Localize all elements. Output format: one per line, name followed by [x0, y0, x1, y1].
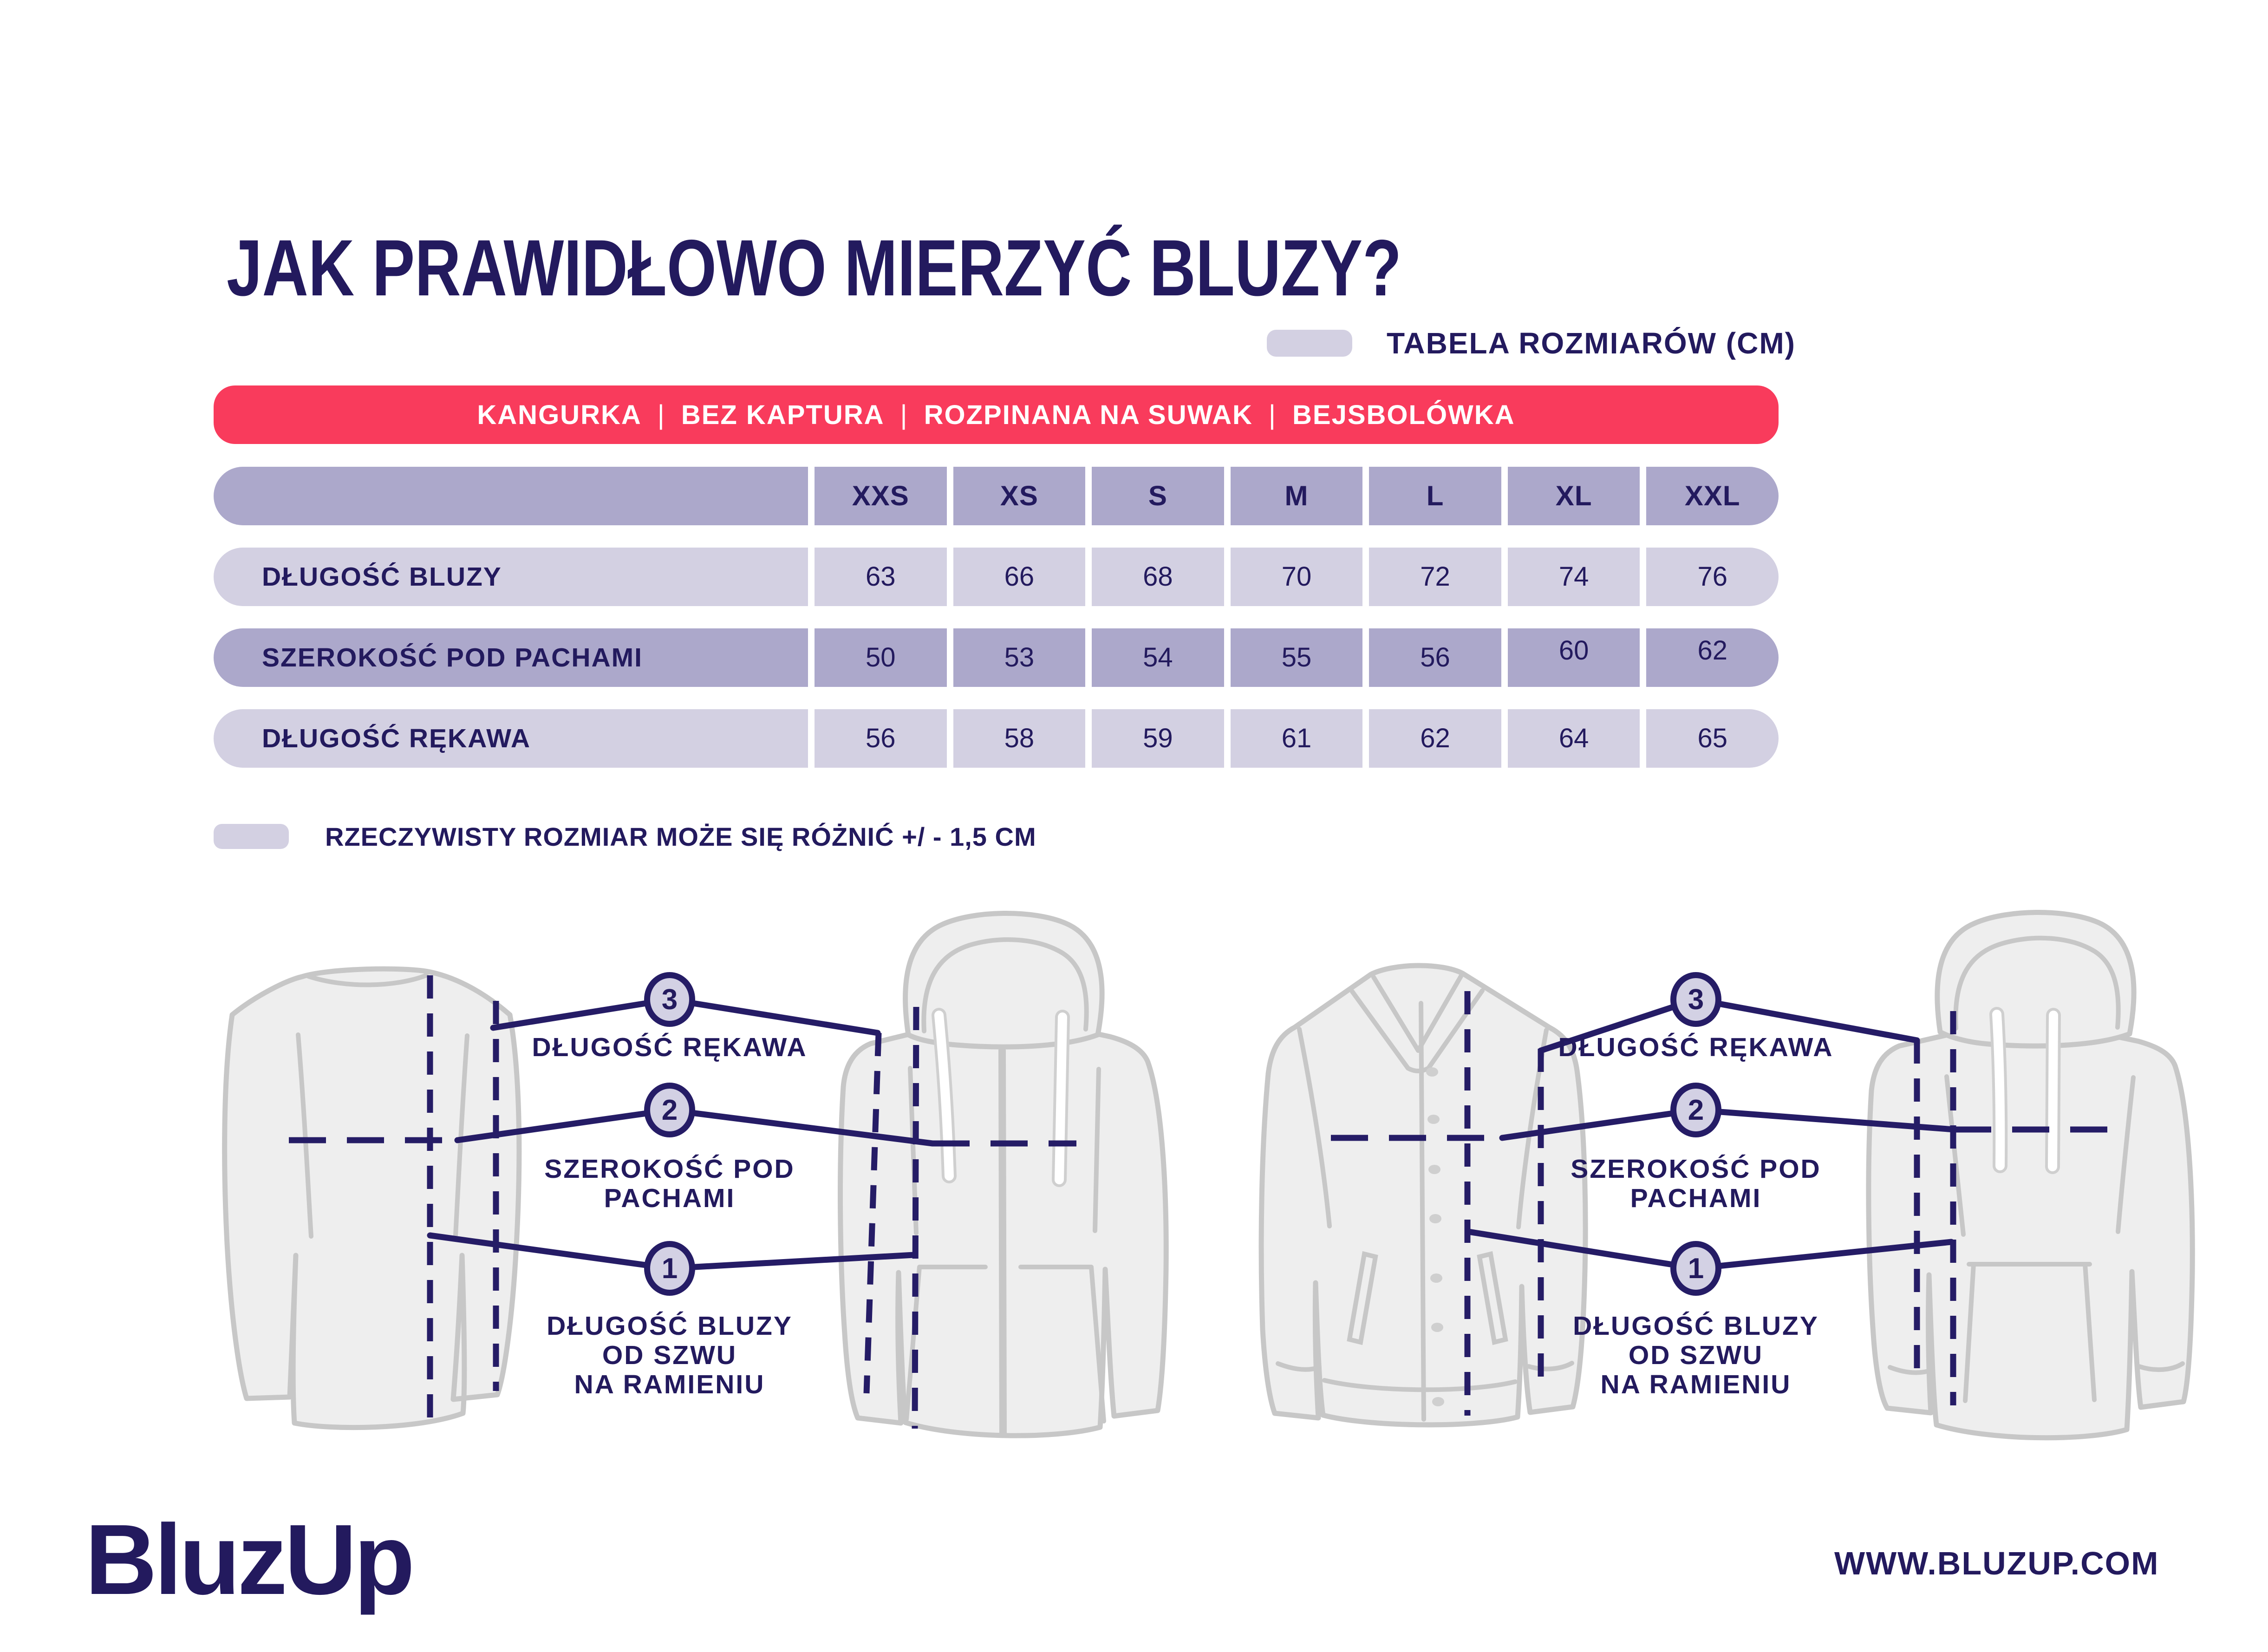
value-cell: 56	[815, 709, 947, 768]
callout-circle-3: 3	[644, 972, 695, 1027]
callout-circle-1: 1	[1670, 1241, 1721, 1296]
value-cell: 72	[1369, 548, 1501, 606]
header-cell: XS	[953, 467, 1086, 525]
header-cell: M	[1230, 467, 1363, 525]
banner-separator: |	[657, 399, 665, 430]
table-row: SZEROKOŚĆ POD PACHAMI 50 53 54 55 56 60 …	[214, 628, 1779, 687]
callout-circle-3: 3	[1670, 972, 1721, 1027]
baseball-jacket-icon	[1258, 963, 1588, 1428]
callout-label-width: SZEROKOŚĆ POD PACHAMI	[544, 1154, 795, 1213]
page-title: JAK PRAWIDŁOWO MIERZYĆ BLUZY?	[227, 223, 1402, 313]
table-header-row: XXS XS S M L XL XXL	[214, 467, 1779, 525]
value-cell: 64	[1507, 709, 1640, 768]
callout-label-sleeve: DŁUGOŚĆ RĘKAWA	[532, 1032, 808, 1062]
header-cell: L	[1369, 467, 1501, 525]
banner-item: BEJSBOLÓWKA	[1292, 399, 1515, 430]
value-cell: 66	[953, 548, 1086, 606]
table-heading: TABELA ROZMIARÓW (CM)	[1267, 326, 1796, 360]
value-cell: 62	[1369, 709, 1501, 768]
banner-separator: |	[1268, 399, 1277, 430]
diagram-left	[222, 910, 1169, 1438]
row-label: DŁUGOŚĆ BLUZY	[214, 548, 808, 606]
value-cell: 50	[815, 628, 947, 687]
value-cell: 70	[1230, 548, 1363, 606]
diagram-right	[1258, 909, 2195, 1441]
value-cell: 59	[1092, 709, 1224, 768]
value-cell: 63	[815, 548, 947, 606]
value-cell: 74	[1507, 548, 1640, 606]
callout-label-sleeve: DŁUGOŚĆ RĘKAWA	[1558, 1032, 1834, 1062]
value-cell: 61	[1230, 709, 1363, 768]
callout-circle-2: 2	[644, 1083, 695, 1137]
value-cell: 56	[1369, 628, 1501, 687]
banner-separator: |	[900, 399, 908, 430]
value-cell: 60	[1507, 628, 1640, 687]
sweatshirt-back-icon	[222, 966, 522, 1430]
value-cell: 53	[953, 628, 1086, 687]
brand-logo: BluzUp	[85, 1503, 415, 1615]
callout-label-length: DŁUGOŚĆ BLUZY OD SZWU NA RAMIENIU	[547, 1311, 793, 1399]
tolerance-note-text: RZECZYWISTY ROZMIAR MOŻE SIĘ RÓŻNIĆ +/ -…	[325, 822, 1036, 851]
header-cell: XXS	[815, 467, 947, 525]
header-empty-cell	[214, 467, 808, 525]
measurement-lines	[1331, 991, 2113, 1416]
decor-pill-icon	[214, 824, 289, 849]
banner-item: ROZPINANA NA SUWAK	[924, 399, 1253, 430]
row-label: DŁUGOŚĆ RĘKAWA	[214, 709, 808, 768]
pullover-hoodie-icon	[1866, 909, 2195, 1441]
value-cell: 62	[1646, 628, 1779, 687]
header-cell: S	[1092, 467, 1224, 525]
row-label: SZEROKOŚĆ POD PACHAMI	[214, 628, 808, 687]
measurement-lines	[289, 975, 1076, 1429]
value-cell: 76	[1646, 548, 1779, 606]
value-cell: 54	[1092, 628, 1224, 687]
table-row: DŁUGOŚĆ BLUZY 63 66 68 70 72 74 76	[214, 548, 1779, 606]
value-cell: 68	[1092, 548, 1224, 606]
banner-item: BEZ KAPTURA	[681, 399, 885, 430]
product-types-banner: KANGURKA | BEZ KAPTURA | ROZPINANA NA SU…	[214, 385, 1779, 444]
banner-item: KANGURKA	[477, 399, 642, 430]
callout-circle-1: 1	[644, 1241, 695, 1296]
value-cell: 55	[1230, 628, 1363, 687]
callout-circle-2: 2	[1670, 1083, 1721, 1137]
value-cell: 58	[953, 709, 1086, 768]
callout-label-width: SZEROKOŚĆ POD PACHAMI	[1571, 1154, 1821, 1213]
decor-pill-icon	[1267, 330, 1352, 357]
table-row: DŁUGOŚĆ RĘKAWA 56 58 59 61 62 64 65	[214, 709, 1779, 768]
value-cell: 65	[1646, 709, 1779, 768]
website-url: WWW.BLUZUP.COM	[1834, 1545, 2159, 1581]
size-table: XXS XS S M L XL XXL DŁUGOŚĆ BLUZY 63 66 …	[214, 467, 1779, 790]
header-cell: XXL	[1646, 467, 1779, 525]
header-cell: XL	[1507, 467, 1640, 525]
callout-label-length: DŁUGOŚĆ BLUZY OD SZWU NA RAMIENIU	[1573, 1311, 1819, 1399]
table-heading-label: TABELA ROZMIARÓW (CM)	[1387, 326, 1796, 360]
tolerance-note: RZECZYWISTY ROZMIAR MOŻE SIĘ RÓŻNIĆ +/ -…	[214, 822, 1036, 851]
zip-hoodie-icon	[838, 910, 1169, 1438]
